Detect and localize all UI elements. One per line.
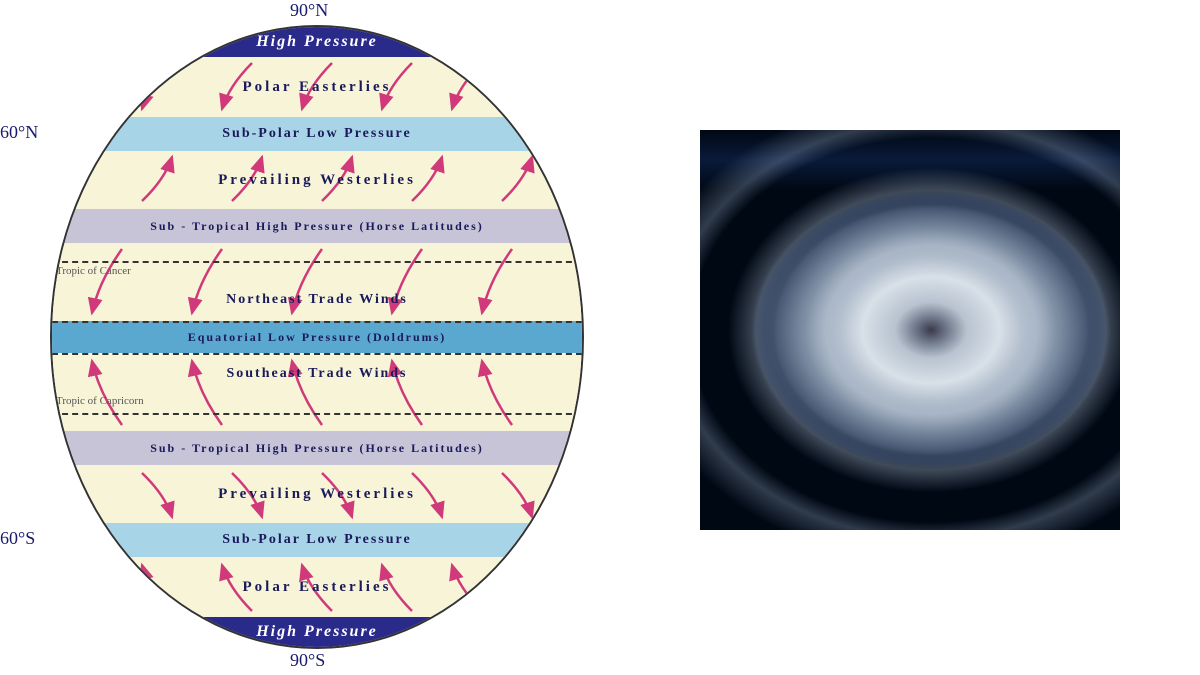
globe-circle: High Pressure Polar Easterlies Sub-Polar L… [50, 25, 584, 649]
band-label-westerlies_n: Prevailing Westerlies [218, 172, 416, 189]
label-60s: 60°S [0, 528, 35, 549]
label-60n: 60°N [0, 122, 38, 143]
dashed-line-cancer [52, 261, 582, 263]
band-label-polar_e_s: Polar Easterlies [243, 579, 392, 596]
band-label-hp_n: High Pressure [256, 33, 378, 51]
dashed-line-eq_top [52, 321, 582, 323]
dashed-line-capricorn [52, 413, 582, 415]
main-container: 90°N 60°N 60°S 90°S High Pressure Polar E… [0, 0, 1200, 675]
label-90s: 90°S [290, 650, 325, 671]
band-label-subpolar_s: Sub-Polar Low Pressure [222, 532, 411, 548]
band-label-ne_trade: Northeast Trade Winds [226, 292, 408, 308]
hurricane-photo [700, 130, 1120, 530]
band-label-subpolar_n: Sub-Polar Low Pressure [222, 126, 411, 142]
band-label-eq_low: Equatorial Low Pressure (Doldrums) [188, 330, 447, 345]
band-label-polar_e_n: Polar Easterlies [243, 79, 392, 96]
dashed-line-eq_bot [52, 353, 582, 355]
tropic-capricorn-label: Tropic of Capricorn [56, 395, 144, 407]
band-label-subtrop_n: Sub - Tropical High Pressure (Horse Lati… [150, 219, 484, 234]
wind-belts-diagram: 90°N 60°N 60°S 90°S High Pressure Polar E… [0, 0, 620, 675]
band-label-subtrop_s: Sub - Tropical High Pressure (Horse Lati… [150, 441, 484, 456]
band-label-hp_s: High Pressure [256, 623, 378, 641]
label-90n: 90°N [290, 0, 328, 21]
band-label-westerlies_s: Prevailing Westerlies [218, 486, 416, 503]
tropic-cancer-label: Tropic of Cancer [56, 265, 131, 277]
band-label-se_trade: Southeast Trade Winds [226, 366, 407, 382]
